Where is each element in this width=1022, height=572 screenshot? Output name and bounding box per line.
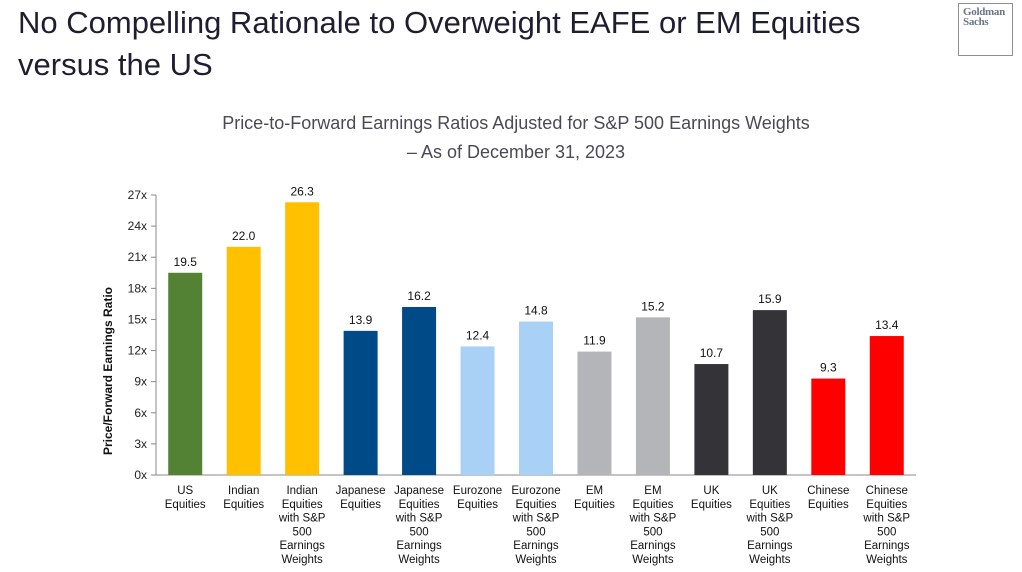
data-label: 10.7 <box>700 346 724 360</box>
x-tick-label: Indian Equities <box>223 485 264 511</box>
bar <box>226 246 261 475</box>
x-tick-label: Eurozone Equities with S&P 500 Earnings Weigh… <box>511 485 560 566</box>
y-tick-label: 21x <box>128 250 147 264</box>
x-tick-label: UK Equities <box>691 485 732 511</box>
y-tick-label: 3x <box>134 437 147 451</box>
data-label: 19.5 <box>174 255 198 269</box>
y-tick-label: 24x <box>128 219 147 233</box>
x-tick-label: Japanese Equities <box>336 485 386 511</box>
data-label: 11.9 <box>583 334 606 348</box>
y-tick-label: 12x <box>128 344 147 358</box>
data-label: 14.8 <box>524 304 548 318</box>
y-axis-title: Price/Forward Earnings Ratio <box>101 287 115 455</box>
x-tick-label: Chinese Equities <box>807 485 849 511</box>
x-tick-label: Japanese Equities with S&P 500 Earnings Weigh… <box>394 485 444 566</box>
chart-title-line-2: – As of December 31, 2023 <box>406 142 626 162</box>
bar <box>752 310 787 475</box>
data-label: 15.9 <box>758 292 782 306</box>
logo-line-2: Sachs <box>963 16 989 28</box>
y-tick-label: 15x <box>128 312 147 326</box>
x-tick-label: US Equities <box>165 485 206 511</box>
goldman-sachs-logo: Goldman Sachs <box>958 3 1013 56</box>
y-tick-label: 6x <box>134 406 147 420</box>
x-tick-label: EM Equities <box>574 485 615 511</box>
chart-title-line-1: Price-to-Forward Earnings Ratios Adjuste… <box>222 113 810 133</box>
x-tick-label: Eurozone Equities <box>453 485 502 511</box>
bar <box>460 346 495 475</box>
y-tick-label: 9x <box>134 375 147 389</box>
data-label: 26.3 <box>290 184 314 198</box>
x-tick-label: Indian Equities with S&P 500 Earnings Weights <box>278 485 326 566</box>
x-tick-label: EM Equities with S&P 500 Earnings Weights <box>629 485 677 566</box>
y-tick-label: 27x <box>128 188 147 202</box>
bar <box>285 202 320 475</box>
bars: 19.5 22.0 26.3 13.9 16.2 12.4 14.8 11.9 15.2 10.7… <box>168 184 904 475</box>
bar <box>402 307 437 475</box>
x-tick-label: Chinese Equities with S&P 500 Earnings Weight… <box>862 485 910 566</box>
logo-line-1: Goldman <box>963 6 1005 18</box>
data-label: 16.2 <box>407 289 431 303</box>
bar <box>577 351 612 475</box>
x-axis-labels: US Equities Indian Equities Indian Equities wi… <box>165 485 911 566</box>
y-tick-label: 0x <box>134 468 147 482</box>
bar <box>519 321 553 475</box>
data-label: 22.0 <box>232 229 256 243</box>
page-title: No Compelling Rationale to Overweight EA… <box>18 5 861 82</box>
y-tick-label: 18x <box>128 281 147 295</box>
bar <box>635 317 670 475</box>
bar <box>694 364 729 475</box>
x-tick-label: UK Equities with S&P 500 Earnings Weights <box>746 485 794 566</box>
bar <box>869 336 904 475</box>
bar <box>343 330 378 475</box>
data-label: 12.4 <box>466 328 490 342</box>
data-label: 9.3 <box>820 361 837 375</box>
bar <box>811 378 846 475</box>
bar <box>168 272 203 475</box>
data-label: 13.9 <box>349 313 373 327</box>
data-label: 15.2 <box>641 299 665 313</box>
data-label: 13.4 <box>875 318 899 332</box>
